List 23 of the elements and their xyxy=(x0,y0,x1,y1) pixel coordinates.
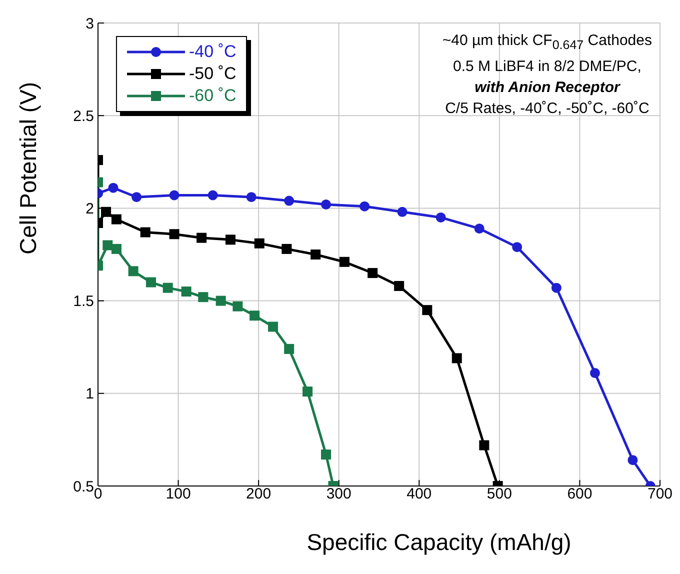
x-tick-label: 300 xyxy=(326,486,352,503)
x-tick-label: 600 xyxy=(567,486,592,503)
x-tick-label: 100 xyxy=(166,486,191,503)
x-tick-label: 0 xyxy=(94,486,102,503)
y-tick-label: 2 xyxy=(86,200,94,218)
x-tick-label: 400 xyxy=(406,486,432,503)
x-tick-label: 200 xyxy=(246,486,272,503)
annotation: with Anion Receptor xyxy=(474,78,622,98)
x-axis-title: Specific Capacity (mAh/g) xyxy=(306,529,572,555)
y-axis-title: Cell Potential (V) xyxy=(15,82,42,254)
y-tick-label: 1.5 xyxy=(73,293,94,310)
x-tick-label: 500 xyxy=(486,486,512,503)
y-tick-label: 2.5 xyxy=(73,108,94,125)
annotation: ~40 µm thick CF$_{0.647}$ Cathodes xyxy=(442,31,652,54)
legend-label: -50 ˚C xyxy=(189,64,236,84)
legend-label: -40 ˚C xyxy=(189,42,236,62)
legend-label: -60 ˚C xyxy=(189,86,236,106)
y-tick-label: 1 xyxy=(86,386,94,403)
annotation: 0.5 M LiBF4 in 8/2 DME/PC, xyxy=(452,57,642,77)
annotation: C/5 Rates, -40˚C, -50˚C, -60˚C xyxy=(444,99,650,119)
x-tick-label: 700 xyxy=(647,486,673,503)
y-tick-label: 3 xyxy=(86,15,94,32)
y-tick-label: 0.5 xyxy=(73,478,94,496)
